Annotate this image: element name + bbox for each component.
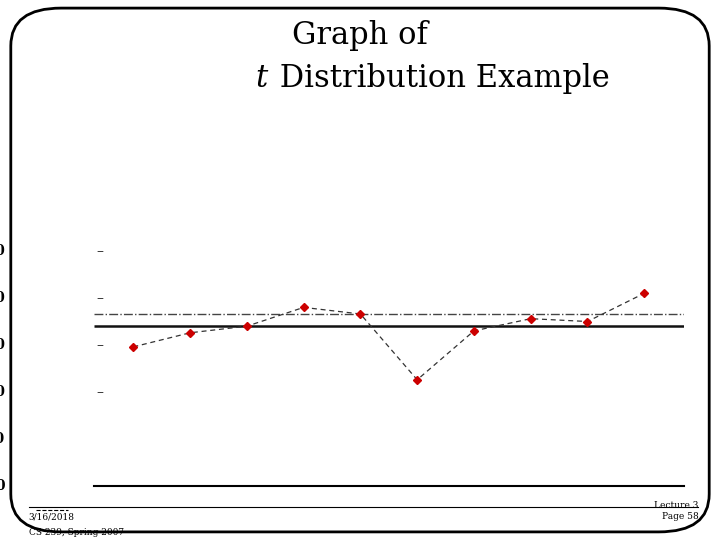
Text: Lecture 3: Lecture 3 xyxy=(654,501,698,510)
Text: Distribution Example: Distribution Example xyxy=(270,63,610,94)
Text: –: – xyxy=(96,385,104,399)
Text: –: – xyxy=(96,338,104,352)
Text: 250: 250 xyxy=(0,244,5,258)
Text: 3/16/2018: 3/16/2018 xyxy=(29,512,75,521)
Text: Page 58: Page 58 xyxy=(662,512,698,521)
Text: CS 239, Spring 2007: CS 239, Spring 2007 xyxy=(29,528,124,537)
Text: Graph of: Graph of xyxy=(292,19,428,51)
Text: 50: 50 xyxy=(0,432,5,446)
Text: 100: 100 xyxy=(0,385,5,399)
Text: 150: 150 xyxy=(0,338,5,352)
Text: –: – xyxy=(96,244,104,258)
Text: –: – xyxy=(96,291,104,305)
Text: 0: 0 xyxy=(0,479,5,493)
Text: t: t xyxy=(256,63,268,94)
Text: 200: 200 xyxy=(0,291,5,305)
